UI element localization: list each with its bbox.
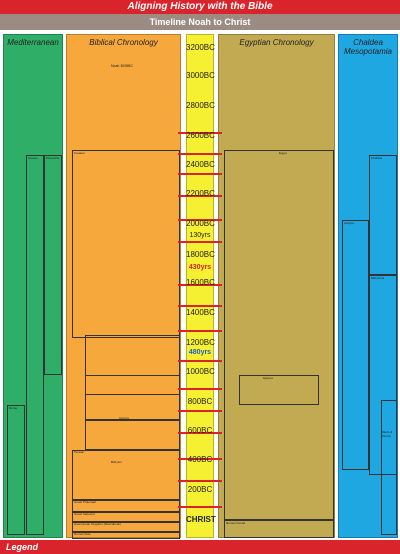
timeline-stripe: [178, 284, 222, 286]
greek-seleucid-box: [72, 512, 180, 522]
year-label: 1800BC: [186, 250, 215, 259]
year-label: CHRIST: [186, 515, 216, 524]
phoenicia-label: Phoenicia: [46, 156, 60, 160]
span-130-label: 130yrs: [189, 232, 211, 239]
chaldea-heading-line1: Chaldea: [353, 38, 383, 47]
timeline-stripe: [178, 219, 222, 221]
legend-label: Legend: [6, 542, 39, 552]
greek-ptolemaic-label: Greek Ptolemaic: [74, 500, 97, 504]
babylonia-label: Babylonia: [371, 276, 385, 280]
timeline-stripe: [178, 330, 222, 332]
chaldea-label: Chaldea: [371, 156, 383, 160]
biblical-heading: Biblical Chronology: [89, 38, 158, 47]
persian-box: [72, 450, 180, 500]
greece-label: Greece: [28, 156, 38, 160]
year-label: 2000BC: [186, 219, 215, 228]
timeline-stripe: [178, 241, 222, 243]
timeline-stripe: [178, 305, 222, 307]
year-label: 2800BC: [186, 101, 215, 110]
timeline-stripe: [178, 360, 222, 362]
year-label: 400BC: [187, 455, 213, 464]
timeline-stripe: [178, 458, 222, 460]
timeline-stripe: [178, 195, 222, 197]
canaan-box: [72, 150, 180, 338]
egyptian-heading: Egyptian Chronology: [239, 38, 314, 47]
egypt-label: Egypt: [279, 151, 287, 155]
roman-rule-label: Roman Rule: [74, 532, 91, 536]
page-title: Aligning History with the Bible: [127, 1, 273, 12]
biblical-column: Biblical Chronology Noah 3008BC Canaan A…: [66, 34, 181, 539]
timeline-stripe: [178, 506, 222, 508]
roman-period-label: Roman Period: [226, 521, 246, 525]
year-label: 2400BC: [186, 160, 215, 169]
babylonia-box: [369, 275, 397, 475]
rome-label: Rome: [9, 406, 18, 410]
chaldea-column: Chaldea Mesopotamia Chaldea Assyria Baby…: [338, 34, 398, 538]
assyria-region-box: [342, 220, 369, 470]
year-label: 3200BC: [186, 43, 215, 52]
year-label: 1200BC: [186, 338, 215, 347]
timeline-stripe: [178, 432, 222, 434]
timeline-stripe: [178, 410, 222, 412]
year-label: 1400BC: [186, 308, 215, 317]
hyksos-label: Hyksos: [263, 376, 273, 380]
title-banner: Aligning History with the Bible: [0, 0, 400, 14]
year-label: 200BC: [187, 485, 213, 494]
timeline-stripe: [178, 388, 222, 390]
year-label: 1000BC: [186, 367, 215, 376]
israel-box: [85, 335, 180, 395]
timeline-stripe: [178, 153, 222, 155]
chaldea-box: [369, 155, 397, 275]
babylon-label: Babylon: [111, 460, 122, 464]
babylon-box: [85, 420, 180, 450]
yellow-timeline: [186, 34, 214, 538]
assyria-region-label: Assyria: [344, 221, 354, 225]
timeline-stripe: [178, 173, 222, 175]
chaldea-heading: Chaldea Mesopotamia: [339, 38, 397, 56]
assyria-box: [85, 375, 180, 420]
roman-rule-box: [72, 532, 180, 539]
greece-box: [26, 155, 44, 535]
year-label: 600BC: [187, 426, 213, 435]
roman-period-box: [224, 520, 334, 538]
year-label: 800BC: [187, 397, 213, 406]
egyptian-column: Egyptian Chronology Egypt Hyksos Roman P…: [218, 34, 335, 538]
medo-persia-label: Medo & Persia: [382, 430, 393, 438]
noah-label: Noah 3008BC: [111, 64, 133, 68]
mediterranean-heading: Mediterranean: [7, 38, 59, 47]
year-label: 2200BC: [186, 189, 215, 198]
mediterranean-column: Mediterranean Greece Phoenicia Rome: [3, 34, 63, 538]
chaldea-heading-line2: Mesopotamia: [343, 47, 393, 56]
medo-persia-box: [381, 400, 397, 535]
egypt-box: [224, 150, 334, 520]
hasmonean-box: [72, 522, 180, 532]
rome-box: [7, 405, 25, 535]
assyria-label: Assyria: [119, 416, 129, 420]
greek-seleucid-label: Greek Seleucid: [74, 512, 95, 516]
year-label: 1600BC: [186, 278, 215, 287]
span-430-label: 430yrs: [188, 264, 212, 271]
year-label: 3000BC: [186, 71, 215, 80]
hasmonean-label: Hasmonean Kingdom (Maccabean): [74, 522, 122, 526]
timeline-stripe: [178, 480, 222, 482]
year-label: 2600BC: [186, 131, 215, 140]
page-subtitle: Timeline Noah to Christ: [149, 17, 251, 27]
span-480-label: 480yrs: [188, 349, 212, 356]
timeline-stripe: [178, 132, 222, 134]
canaan-label: Canaan: [74, 151, 85, 155]
persian-label: Persian: [74, 450, 85, 454]
legend-banner: Legend: [0, 540, 400, 554]
subtitle-banner: Timeline Noah to Christ: [0, 14, 400, 30]
hyksos-box: [239, 375, 319, 405]
phoenicia-box: [44, 155, 62, 375]
